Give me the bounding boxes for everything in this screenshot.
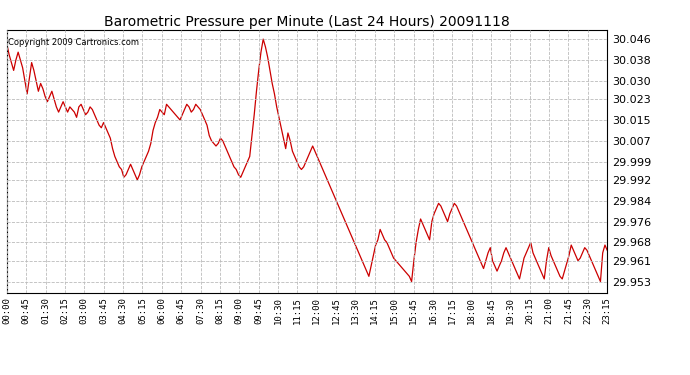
Title: Barometric Pressure per Minute (Last 24 Hours) 20091118: Barometric Pressure per Minute (Last 24 …	[104, 15, 510, 29]
Text: Copyright 2009 Cartronics.com: Copyright 2009 Cartronics.com	[8, 38, 139, 47]
